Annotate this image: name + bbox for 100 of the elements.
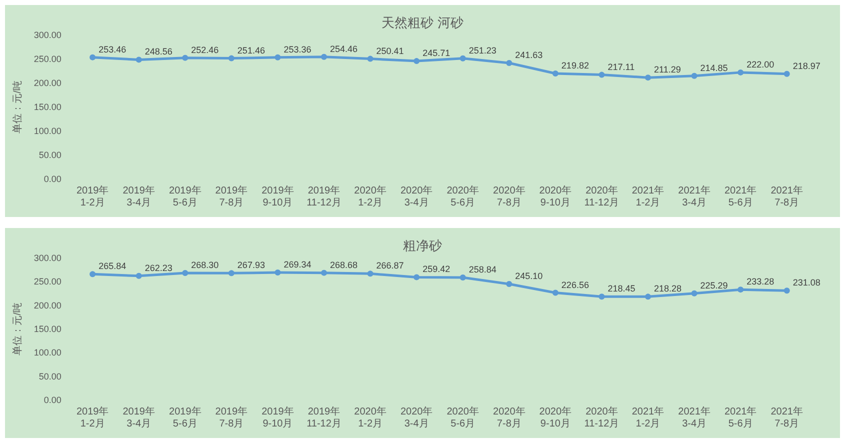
x-tick-label: 2020年1-2月 bbox=[354, 406, 386, 430]
x-tick-label: 2020年9-10月 bbox=[539, 184, 572, 208]
point bbox=[460, 274, 466, 280]
data-label: 222.00 bbox=[746, 59, 774, 70]
point bbox=[321, 270, 327, 276]
y-tick-label: 150.00 bbox=[34, 324, 62, 334]
point bbox=[691, 290, 698, 296]
x-tick-label: 2019年7-8月 bbox=[215, 184, 248, 208]
point bbox=[784, 288, 790, 294]
point bbox=[645, 294, 651, 300]
data-label: 211.29 bbox=[654, 64, 681, 75]
data-label: 251.23 bbox=[468, 45, 496, 56]
x-tick-label: 2020年1-2月 bbox=[354, 184, 386, 208]
data-label: 231.08 bbox=[792, 278, 820, 288]
data-label: 253.46 bbox=[98, 44, 126, 54]
y-tick-label: 250.00 bbox=[34, 54, 62, 64]
y-axis-title: 单位：元/吨 bbox=[12, 302, 24, 356]
y-tick-label: 100.00 bbox=[34, 348, 62, 358]
chart-title: 天然粗砂 河砂 bbox=[382, 15, 464, 30]
data-label: 245.71 bbox=[422, 48, 450, 58]
y-tick-label: 0.00 bbox=[44, 174, 62, 184]
x-tick-label: 2021年7-8月 bbox=[770, 184, 803, 208]
point bbox=[414, 58, 420, 64]
point bbox=[182, 270, 188, 276]
data-label: 241.63 bbox=[515, 50, 543, 60]
data-label: 269.34 bbox=[284, 260, 312, 270]
x-tick-label: 2020年11-12月 bbox=[584, 184, 620, 208]
point bbox=[228, 55, 234, 62]
x-tick-label: 2020年3-4月 bbox=[400, 406, 433, 430]
point bbox=[228, 270, 234, 276]
y-tick-label: 50.00 bbox=[38, 150, 62, 160]
point bbox=[367, 56, 374, 62]
data-label: 218.97 bbox=[792, 60, 820, 71]
x-tick-label: 2021年3-4月 bbox=[678, 406, 710, 430]
data-label: 254.46 bbox=[330, 44, 358, 54]
x-tick-label: 2020年5-6月 bbox=[446, 184, 479, 208]
y-tick-label: 200.00 bbox=[34, 78, 62, 88]
data-label: 225.29 bbox=[700, 280, 728, 290]
chart-title: 粗净砂 bbox=[403, 238, 442, 253]
data-label: 248.56 bbox=[144, 46, 172, 57]
point bbox=[136, 56, 142, 63]
data-label: 252.46 bbox=[191, 44, 219, 55]
data-label: 245.10 bbox=[515, 270, 543, 281]
x-tick-label: 2021年1-2月 bbox=[632, 184, 664, 208]
y-tick-label: 100.00 bbox=[34, 126, 62, 136]
point bbox=[136, 272, 142, 279]
point bbox=[645, 74, 651, 81]
data-label: 218.45 bbox=[608, 284, 636, 294]
x-tick-label: 2019年9-10月 bbox=[262, 406, 294, 430]
y-tick-label: 150.00 bbox=[34, 102, 62, 112]
x-tick-label: 2020年5-6月 bbox=[446, 406, 479, 430]
x-tick-label: 2019年11-12月 bbox=[306, 184, 342, 208]
point bbox=[367, 270, 374, 277]
point bbox=[552, 70, 558, 76]
point bbox=[90, 271, 96, 278]
point bbox=[506, 60, 512, 66]
x-tick-label: 2019年3-4月 bbox=[122, 406, 155, 430]
x-tick-label: 2019年9-10月 bbox=[262, 184, 294, 208]
point bbox=[274, 54, 281, 60]
point bbox=[460, 55, 466, 62]
point bbox=[414, 274, 420, 280]
data-label: 258.84 bbox=[468, 264, 496, 274]
x-tick-label: 2021年7-8月 bbox=[770, 406, 803, 430]
point bbox=[691, 72, 698, 79]
x-tick-label: 2021年5-6月 bbox=[724, 184, 757, 208]
data-label: 259.42 bbox=[422, 264, 450, 274]
x-tick-label: 2021年1-2月 bbox=[632, 406, 664, 430]
data-label: 268.68 bbox=[330, 260, 358, 270]
data-label: 214.85 bbox=[700, 62, 728, 73]
data-label: 219.82 bbox=[561, 60, 589, 70]
data-label: 253.36 bbox=[284, 44, 312, 54]
x-tick-label: 2020年7-8月 bbox=[493, 406, 526, 430]
x-tick-label: 2019年11-12月 bbox=[306, 406, 342, 430]
data-label: 233.28 bbox=[746, 276, 774, 287]
x-tick-label: 2019年7-8月 bbox=[215, 406, 248, 430]
point bbox=[321, 54, 327, 60]
y-tick-label: 50.00 bbox=[38, 371, 62, 382]
y-tick-label: 200.00 bbox=[34, 300, 62, 310]
data-label: 268.30 bbox=[191, 260, 219, 270]
x-tick-label: 2019年5-6月 bbox=[169, 184, 202, 208]
x-tick-label: 2020年11-12月 bbox=[584, 406, 620, 430]
point bbox=[274, 270, 281, 276]
x-tick-label: 2020年3-4月 bbox=[400, 184, 433, 208]
data-label: 250.41 bbox=[376, 46, 404, 56]
point bbox=[598, 72, 605, 78]
x-tick-label: 2020年9-10月 bbox=[539, 406, 572, 430]
point bbox=[90, 54, 96, 60]
x-tick-label: 2019年3-4月 bbox=[122, 184, 155, 208]
x-tick-label: 2020年7-8月 bbox=[493, 184, 526, 208]
x-tick-label: 2021年3-4月 bbox=[678, 184, 710, 208]
x-tick-label: 2019年5-6月 bbox=[169, 406, 202, 430]
data-label: 265.84 bbox=[98, 261, 126, 272]
x-tick-label: 2019年1-2月 bbox=[76, 184, 109, 208]
point bbox=[598, 294, 605, 300]
data-label: 266.87 bbox=[376, 260, 404, 271]
y-tick-label: 0.00 bbox=[44, 395, 62, 405]
data-label: 217.11 bbox=[608, 62, 635, 72]
x-tick-label: 2019年1-2月 bbox=[76, 406, 109, 430]
point bbox=[552, 290, 558, 296]
data-label: 218.28 bbox=[654, 284, 682, 294]
